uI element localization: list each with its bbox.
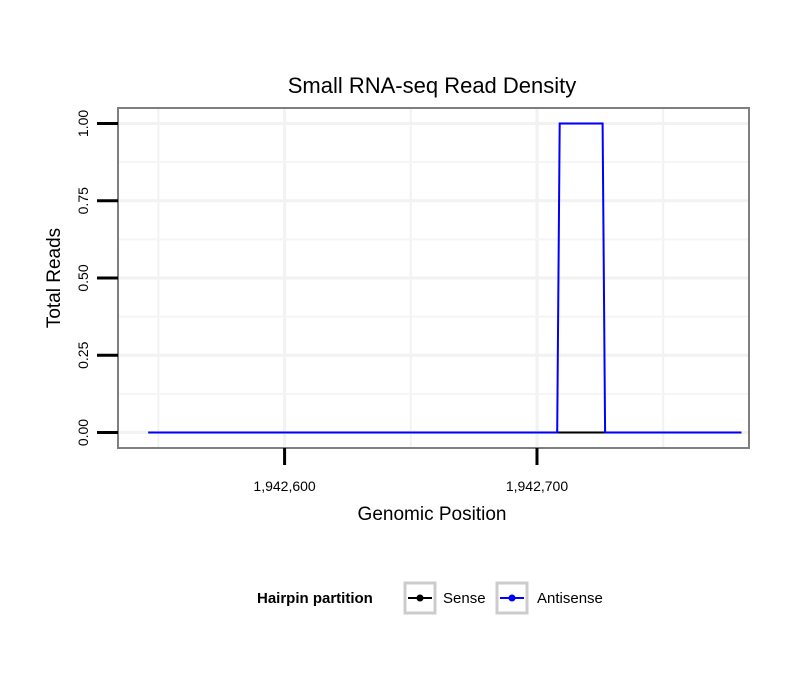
x-tick-label: 1,942,600 bbox=[253, 478, 315, 494]
legend-label-sense: Sense bbox=[443, 590, 486, 607]
chart-title: Small RNA-seq Read Density bbox=[288, 73, 577, 98]
y-tick-label: 0.00 bbox=[75, 419, 91, 446]
x-axis-title: Genomic Position bbox=[358, 504, 507, 525]
series-line-antisense bbox=[148, 122, 742, 434]
series-layer bbox=[148, 122, 742, 434]
y-tick-label: 0.50 bbox=[75, 264, 91, 291]
legend-key-dot bbox=[416, 594, 424, 602]
y-tick-label: 0.75 bbox=[75, 187, 91, 214]
legend-title: Hairpin partition bbox=[257, 590, 373, 607]
y-tick-label: 1.00 bbox=[75, 110, 91, 137]
y-tick-label: 0.25 bbox=[75, 341, 91, 368]
y-axis-title: Total Reads bbox=[44, 228, 65, 328]
y-axis: 0.00 0.25 0.50 0.75 1.00 bbox=[75, 110, 118, 446]
legend-label-antisense: Antisense bbox=[537, 590, 603, 607]
legend: Hairpin partition Sense Antisense bbox=[257, 581, 603, 615]
x-axis: 1,942,600 1,942,700 bbox=[253, 448, 568, 494]
legend-key-dot bbox=[508, 594, 516, 602]
x-tick-label: 1,942,700 bbox=[506, 478, 568, 494]
